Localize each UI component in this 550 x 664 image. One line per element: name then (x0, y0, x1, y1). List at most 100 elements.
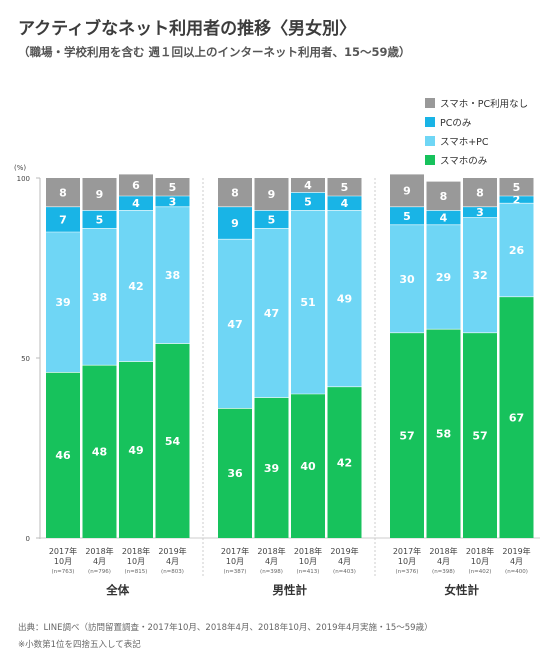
x-label-sample-size: (n=763) (52, 569, 75, 575)
x-label-sample-size: (n=376) (396, 569, 419, 575)
bar-value-label: 8 (440, 190, 448, 203)
bar-value-label: 9 (96, 188, 104, 201)
bar-value-label: 8 (476, 186, 484, 199)
bar-value-label: 40 (300, 460, 316, 473)
bar-segment (327, 386, 362, 538)
legend-label-pc-only: PCのみ (440, 117, 472, 129)
bar-value-label: 57 (472, 429, 487, 442)
bar-value-label: 49 (128, 444, 143, 457)
bar-segment (254, 228, 289, 398)
bar-segment (218, 178, 252, 207)
bar-value-label: 5 (341, 181, 349, 194)
bar-segment (426, 224, 461, 330)
x-label-year: 2018年 (85, 546, 113, 556)
bar-segment (463, 332, 497, 538)
bar-segment (426, 181, 461, 211)
bar-value-label: 48 (92, 446, 107, 459)
x-label-year: 2019年 (502, 546, 530, 556)
bar-value-label: 47 (264, 307, 279, 320)
bar-segment (390, 174, 424, 207)
x-label-sample-size: (n=796) (88, 569, 111, 575)
chart-title: アクティブなネット利用者の推移〈男女別〉 (18, 19, 357, 39)
bar-segment (327, 210, 362, 387)
bar-value-label: 67 (509, 411, 524, 424)
bar-segment (499, 178, 534, 196)
bar-segment (155, 196, 190, 207)
bar-segment (155, 178, 190, 196)
bar-value-label: 54 (165, 435, 181, 448)
x-label-month: 4月 (338, 557, 351, 566)
bar-value-label: 36 (227, 467, 243, 480)
group-label: 男性計 (273, 583, 308, 597)
bar-segment (119, 174, 153, 196)
bar-value-label: 26 (509, 244, 525, 257)
group-label: 女性計 (445, 583, 480, 597)
bar-segment (155, 343, 190, 538)
bar-segment (254, 178, 289, 211)
legend: スマホ・PC利用なし PCのみ スマホ+PC スマホのみ (425, 93, 528, 169)
y-axis-unit: (%) (14, 164, 27, 172)
x-label-sample-size: (n=803) (161, 569, 184, 575)
x-label-sample-size: (n=815) (125, 569, 148, 575)
bar-value-label: 32 (472, 269, 487, 282)
x-label-year: 2018年 (257, 546, 285, 556)
bar-segment (82, 210, 117, 229)
bar-value-label: 49 (337, 293, 352, 306)
bar-value-label: 5 (304, 195, 312, 208)
bar-value-label: 5 (513, 181, 521, 194)
legend-swatch-smartphone-only (425, 154, 435, 165)
bar-segment (327, 178, 362, 196)
x-label-sample-size: (n=403) (333, 569, 356, 575)
bar-value-label: 2 (513, 194, 521, 207)
x-label-sample-size: (n=398) (260, 569, 283, 575)
x-label-month: 4月 (510, 557, 523, 566)
rounding-footnote: ※小数第1位を四捨五入して表記 (18, 640, 141, 650)
x-label-sample-size: (n=387) (224, 569, 247, 575)
bar-segment (327, 196, 362, 211)
bar-segment (82, 228, 117, 366)
legend-label-smartphone-pc: スマホ+PC (440, 136, 489, 148)
legend-swatch-smartphone-pc (425, 135, 435, 146)
legend-label-none: スマホ・PC利用なし (440, 98, 529, 110)
x-label-year: 2019年 (158, 546, 186, 556)
x-label-year: 2017年 (393, 546, 421, 556)
group-label: 全体 (105, 583, 129, 597)
bar-value-label: 29 (436, 271, 451, 284)
bar-segment (46, 232, 80, 373)
bar-value-label: 3 (476, 206, 484, 219)
bar-segment (119, 210, 153, 362)
bar-segment (119, 361, 153, 538)
x-label-month: 4月 (166, 557, 179, 566)
x-label-month: 10月 (398, 557, 416, 566)
bar-value-label: 46 (55, 449, 71, 462)
y-tick-label: 100 (17, 175, 30, 183)
x-label-year: 2019年 (330, 546, 358, 556)
x-label-month: 4月 (265, 557, 278, 566)
bar-value-label: 30 (399, 273, 415, 286)
bar-value-label: 42 (337, 456, 352, 469)
bar-value-label: 38 (92, 291, 107, 304)
bar-value-label: 5 (96, 213, 104, 226)
bar-segment (254, 397, 289, 538)
legend-item-none: スマホ・PC利用なし (425, 93, 528, 112)
x-label-sample-size: (n=398) (432, 569, 455, 575)
bar-value-label: 4 (304, 179, 312, 192)
legend-item-smartphone-pc: スマホ+PC (425, 131, 528, 150)
bar-segment (426, 210, 461, 225)
bar-segment (390, 224, 424, 333)
bar-segment (463, 178, 497, 207)
bar-value-label: 3 (169, 195, 177, 208)
x-label-year: 2018年 (294, 546, 322, 556)
bar-segment (218, 408, 252, 538)
bar-segment (46, 372, 80, 538)
legend-item-smartphone-only: スマホのみ (425, 150, 528, 169)
y-tick-label: 0 (26, 535, 30, 543)
legend-item-pc-only: PCのみ (425, 112, 528, 131)
bar-value-label: 47 (227, 318, 242, 331)
bar-segment (499, 296, 534, 538)
bar-value-label: 42 (128, 280, 143, 293)
x-label-year: 2018年 (122, 546, 150, 556)
x-label-month: 10月 (471, 557, 489, 566)
x-label-year: 2018年 (466, 546, 494, 556)
